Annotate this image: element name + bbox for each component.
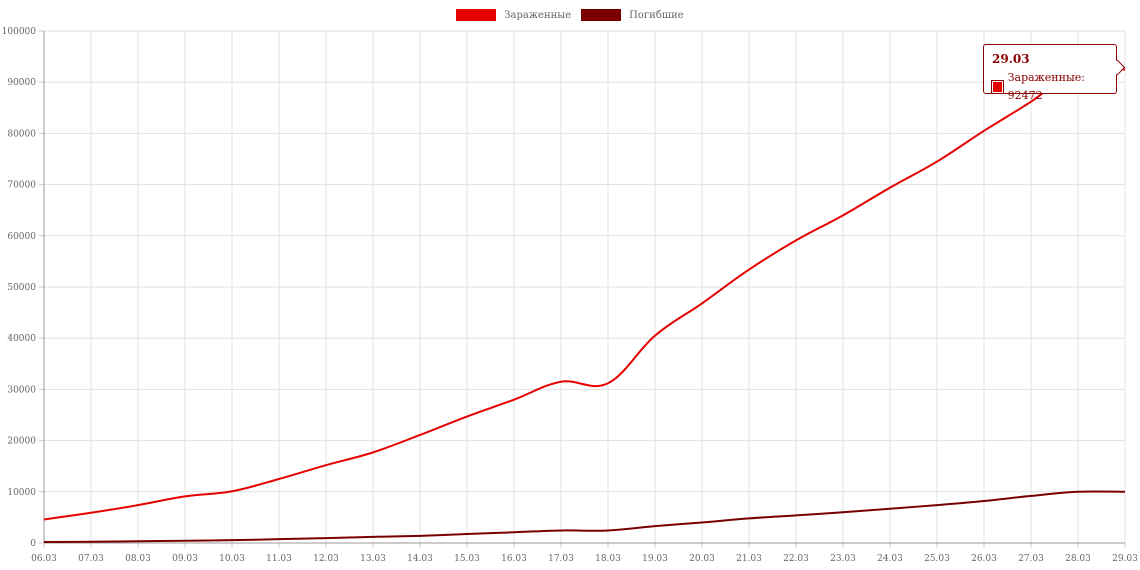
y-tick-label: 70000 <box>7 181 36 191</box>
chart-tick-labels: 0 10000 20000 30000 40000 50000 60000 70000 8000… <box>2 27 1139 564</box>
y-tick-label: 30000 <box>7 385 36 395</box>
x-tick-label: 19.03 <box>642 554 668 564</box>
x-tick-label: 09.03 <box>172 554 198 564</box>
x-tick-label: 15.03 <box>454 554 480 564</box>
tooltip-row: Зараженные: 92472 <box>991 69 1108 105</box>
x-tick-label: 21.03 <box>736 554 762 564</box>
x-tick-label: 23.03 <box>830 554 856 564</box>
x-tick-label: 29.03 <box>1112 554 1138 564</box>
x-tick-label: 17.03 <box>548 554 574 564</box>
legend-item-deaths[interactable]: Погибшие <box>581 9 684 21</box>
legend-swatch-infected <box>456 9 497 21</box>
tooltip-title: 29.03 <box>992 52 1030 66</box>
x-tick-label: 16.03 <box>501 554 527 564</box>
y-tick-label: 10000 <box>7 488 36 498</box>
chart-legend: Зараженные Погибшие <box>0 7 1140 23</box>
series-line-0[interactable] <box>43 66 1126 521</box>
x-tick-label: 18.03 <box>595 554 621 564</box>
chart-grid <box>43 30 1126 544</box>
tooltip-label: Зараженные: 92472 <box>1007 71 1085 102</box>
chart-tooltip: 29.03 Зараженные: 92472 <box>983 44 1126 102</box>
x-tick-label: 24.03 <box>877 554 903 564</box>
x-tick-label: 11.03 <box>266 554 292 564</box>
y-tick-label: 60000 <box>7 232 36 242</box>
legend-swatch-deaths <box>581 9 622 21</box>
x-tick-label: 13.03 <box>360 554 386 564</box>
y-tick-label: 100000 <box>2 27 37 37</box>
x-tick-label: 22.03 <box>783 554 809 564</box>
y-tick-label: 50000 <box>7 283 36 293</box>
x-tick-label: 20.03 <box>689 554 715 564</box>
chart-axes <box>39 30 1126 548</box>
x-tick-label: 12.03 <box>313 554 339 564</box>
x-tick-label: 10.03 <box>219 554 245 564</box>
y-tick-label: 90000 <box>7 78 36 88</box>
x-tick-label: 06.03 <box>31 554 57 564</box>
legend-label-deaths: Погибшие <box>629 9 684 21</box>
x-tick-label: 27.03 <box>1018 554 1044 564</box>
y-tick-label: 40000 <box>7 334 36 344</box>
legend-label-infected: Зараженные <box>504 9 572 21</box>
legend-item-infected[interactable]: Зараженные <box>456 9 571 21</box>
x-tick-label: 28.03 <box>1065 554 1091 564</box>
x-tick-label: 07.03 <box>78 554 104 564</box>
chart-series <box>43 66 1126 543</box>
x-tick-label: 08.03 <box>125 554 151 564</box>
x-tick-label: 25.03 <box>924 554 950 564</box>
x-tick-label: 26.03 <box>971 554 997 564</box>
tooltip-swatch <box>991 80 1004 94</box>
series-line-1[interactable] <box>43 490 1126 543</box>
y-tick-label: 80000 <box>7 129 36 139</box>
x-tick-label: 14.03 <box>407 554 433 564</box>
y-tick-label: 0 <box>30 539 36 549</box>
y-tick-label: 20000 <box>7 437 36 447</box>
